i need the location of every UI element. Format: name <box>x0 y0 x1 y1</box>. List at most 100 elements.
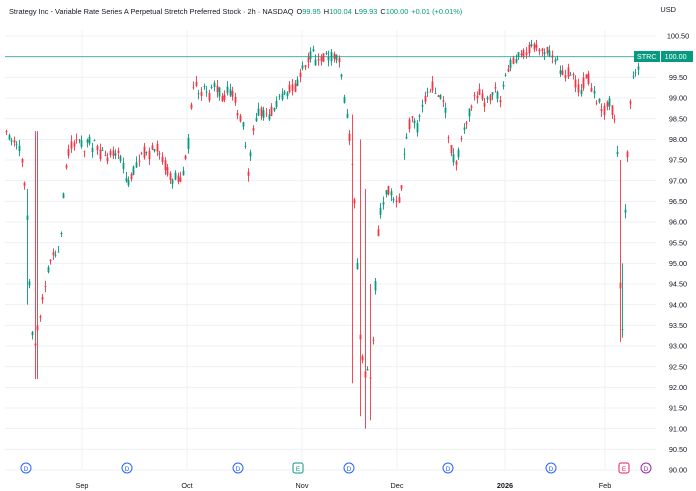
candle-body <box>265 113 268 115</box>
candle-body <box>483 102 486 107</box>
candle-body <box>486 97 489 100</box>
open-label: O <box>296 6 303 16</box>
candle-body <box>468 108 471 117</box>
candle-body <box>340 74 343 77</box>
candle-body <box>13 140 16 143</box>
dividend-marker[interactable]: D <box>442 462 454 474</box>
event-marker-label: D <box>446 466 451 473</box>
dividend-marker[interactable]: D <box>232 462 244 474</box>
candle-body <box>83 151 86 153</box>
earnings-marker[interactable]: E <box>292 462 304 474</box>
candle-body <box>476 95 479 99</box>
candle-body <box>411 116 414 118</box>
y-tick-label: 93.00 <box>669 342 687 351</box>
candle-body <box>18 145 21 152</box>
legend: Strategy Inc - Variable Rate Series A Pe… <box>9 4 462 18</box>
candle-body <box>213 82 216 88</box>
candle-body <box>200 91 203 96</box>
candle-body <box>395 200 398 202</box>
candle-body <box>67 149 70 156</box>
candle-body <box>62 193 65 199</box>
candle-body <box>600 108 603 112</box>
candle-body <box>301 65 304 69</box>
candle-body <box>390 191 393 196</box>
candle-body <box>346 113 349 118</box>
candle-body <box>437 95 440 97</box>
candle-body <box>613 118 616 120</box>
candle-body <box>608 98 611 107</box>
candle-body <box>255 118 258 122</box>
y-tick-label: 92.50 <box>669 362 687 371</box>
candle-body <box>629 101 632 104</box>
candle-body <box>359 334 362 340</box>
x-tick-label: 2026 <box>497 481 513 490</box>
candle-body <box>309 51 312 60</box>
candle-body <box>182 170 185 176</box>
candle-body <box>502 84 505 87</box>
candle-body <box>216 85 219 93</box>
candle-body <box>281 93 284 100</box>
candle-body <box>543 52 546 55</box>
candle-body <box>603 105 606 115</box>
high-label: H <box>323 6 330 16</box>
y-tick-label: 98.00 <box>669 135 687 144</box>
candle-body <box>574 79 577 88</box>
candle-body <box>119 156 122 161</box>
candle-body <box>465 122 468 124</box>
currency-label[interactable]: USD <box>660 5 676 14</box>
low-label: L <box>354 6 359 16</box>
dividend-marker[interactable]: D <box>20 462 32 474</box>
candle-body <box>169 173 172 180</box>
x-tick-label: Nov <box>296 481 309 490</box>
candle-body <box>26 215 29 221</box>
candle-body <box>533 43 536 50</box>
candle-body <box>460 138 463 140</box>
candle-body <box>408 119 411 130</box>
candle-body <box>377 229 380 237</box>
event-marker-label: D <box>24 466 29 473</box>
candle-body <box>171 179 174 184</box>
candle-body <box>452 154 455 163</box>
candle-body <box>509 59 512 69</box>
candle-body <box>387 186 390 195</box>
candle-body <box>559 70 562 74</box>
candle-body <box>572 73 575 76</box>
x-tick-label: Sep <box>76 481 89 490</box>
earnings-marker[interactable]: E <box>618 462 630 474</box>
candle-body <box>252 128 255 131</box>
event-marker-label: D <box>125 466 130 473</box>
candle-body <box>52 252 55 256</box>
open-value: 99.95 <box>302 6 321 16</box>
event-marker-label: E <box>296 466 301 473</box>
candle-body <box>632 76 635 78</box>
candle-body <box>197 93 200 95</box>
candle-body <box>138 160 141 162</box>
candle-body <box>257 108 260 116</box>
candle-body <box>73 142 76 147</box>
candle-body <box>522 50 525 57</box>
dividend-marker[interactable]: D <box>343 462 355 474</box>
candle-body <box>156 143 159 152</box>
candle-body <box>491 92 494 96</box>
candle-body <box>325 52 328 54</box>
candle-body <box>512 57 515 64</box>
last-price-value: 100.00 <box>660 51 693 62</box>
candle-body <box>218 87 221 97</box>
candle-body <box>424 95 427 102</box>
candle-body <box>229 89 232 96</box>
candle-body <box>104 154 107 156</box>
candle-body <box>164 160 167 171</box>
candle-body <box>135 162 138 168</box>
dividend-marker[interactable]: D <box>640 462 652 474</box>
candle-body <box>582 77 585 89</box>
candle-body <box>444 107 447 113</box>
y-tick-label: 100.50 <box>667 32 689 41</box>
dividend-marker[interactable]: D <box>121 462 133 474</box>
candle-body <box>569 74 572 76</box>
candle-body <box>369 377 372 379</box>
y-tick-label: 96.00 <box>669 218 687 227</box>
candle-body <box>28 281 31 286</box>
event-marker-label: D <box>644 466 649 473</box>
dividend-marker[interactable]: D <box>545 462 557 474</box>
